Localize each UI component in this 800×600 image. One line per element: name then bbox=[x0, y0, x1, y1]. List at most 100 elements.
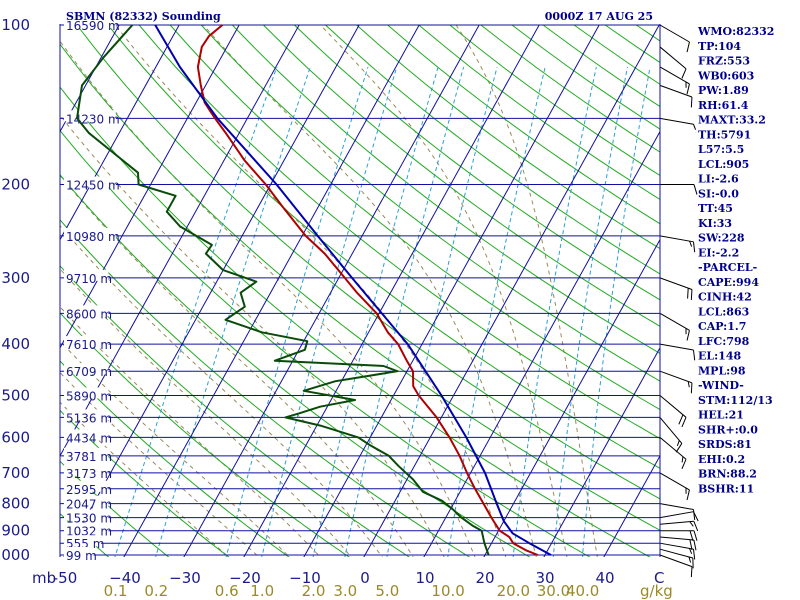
index-item: WMO:82332 bbox=[697, 25, 774, 38]
temperature-tick-30: 30 bbox=[535, 569, 554, 587]
wind-barb-350 bbox=[659, 312, 690, 341]
mixing-ratio-label-0.2: 0.2 bbox=[144, 582, 168, 600]
height-label: 2047 m bbox=[66, 498, 112, 512]
dry-adiabat bbox=[60, 43, 660, 531]
index-item: L57:5.5 bbox=[698, 143, 744, 156]
height-label: 4434 m bbox=[66, 431, 112, 445]
height-label: 2595 m bbox=[66, 483, 112, 497]
index-item: LCL:905 bbox=[698, 158, 749, 171]
temperature-tick--50: -50 bbox=[53, 569, 78, 587]
height-label-bg bbox=[64, 464, 109, 476]
dry-adiabat bbox=[231, 24, 660, 355]
pressure-label-200: 200 bbox=[1, 176, 30, 194]
chart-title: SBMN (82332) Sounding bbox=[66, 10, 221, 23]
wind-barb-900 bbox=[660, 530, 698, 541]
wind-barb-975 bbox=[659, 548, 694, 569]
height-label: 12450 m bbox=[66, 179, 120, 193]
mixing-ratio-20 bbox=[512, 66, 597, 557]
wind-barb-950 bbox=[659, 542, 696, 560]
pressure-unit: mb bbox=[32, 569, 56, 587]
mixing-ratio-label-40: 40.0 bbox=[566, 582, 599, 600]
wind-barb-130 bbox=[659, 84, 693, 108]
wind-barb-1000 bbox=[659, 554, 693, 578]
wind-barb-800 bbox=[659, 503, 696, 520]
wind-barb-400 bbox=[659, 343, 696, 361]
pressure-label-600: 600 bbox=[1, 428, 30, 446]
isotherm--50 bbox=[63, 24, 360, 557]
moist-adiabat bbox=[60, 224, 383, 557]
dry-adiabat bbox=[60, 460, 170, 557]
height-label-bg bbox=[64, 227, 116, 239]
parcel-trace bbox=[154, 24, 552, 556]
height-label-bg bbox=[64, 176, 116, 188]
mixing-ratio-label-0.6: 0.6 bbox=[215, 582, 239, 600]
index-item: SW:228 bbox=[698, 232, 745, 245]
wind-barb-110 bbox=[659, 46, 687, 79]
index-item: RH:61.4 bbox=[698, 99, 749, 112]
dry-adiabat bbox=[169, 24, 660, 411]
height-label: 7610 m bbox=[66, 338, 112, 352]
pressure-label-1000: 1000 bbox=[0, 546, 30, 564]
dry-adiabat bbox=[60, 265, 411, 557]
dry-adiabat bbox=[60, 129, 591, 557]
height-label-bg bbox=[64, 269, 109, 281]
height-label: 6709 m bbox=[66, 365, 112, 379]
height-label-bg bbox=[64, 509, 109, 521]
moist-adiabat bbox=[60, 340, 291, 557]
index-item: -WIND- bbox=[698, 379, 744, 392]
pressure-label-400: 400 bbox=[1, 335, 30, 353]
index-item: MPL:98 bbox=[698, 364, 746, 377]
chart-time: 0000Z 17 AUG 25 bbox=[545, 10, 653, 23]
index-item: CAPE:994 bbox=[698, 276, 759, 289]
pressure-label-800: 800 bbox=[1, 495, 30, 513]
height-label-bg bbox=[64, 547, 94, 558]
wind-barb-500 bbox=[659, 395, 687, 428]
mixing-ratio-label-10: 10.0 bbox=[431, 582, 464, 600]
height-label: 5136 m bbox=[66, 411, 112, 425]
pressure-label-700: 700 bbox=[1, 464, 30, 482]
mixing-ratio-30 bbox=[552, 66, 628, 557]
index-item: BRN:88.2 bbox=[698, 468, 757, 481]
mixing-ratio-label-20: 20.0 bbox=[497, 582, 530, 600]
mixing-ratio-labels: 0.1 0.2 0.6 1.0 2.0 3.0 5.0 10.0 20.0 30.040.0 bbox=[104, 582, 600, 600]
height-label: 10980 m bbox=[66, 230, 120, 244]
mixing-ratio-label-1: 1.0 bbox=[250, 582, 274, 600]
index-item: WB0:603 bbox=[697, 69, 754, 82]
mixing-ratio-label-2: 2.0 bbox=[302, 582, 326, 600]
dry-adiabat bbox=[60, 219, 471, 557]
dry-adiabat bbox=[60, 174, 531, 557]
dry-adiabat bbox=[263, 24, 660, 327]
height-label-bg bbox=[64, 522, 109, 534]
mixing-ratio-3 bbox=[344, 66, 465, 557]
dry-adiabat bbox=[60, 409, 230, 557]
height-label-bg bbox=[64, 447, 109, 459]
temperature-tick--10: −10 bbox=[289, 569, 321, 587]
height-label-bg bbox=[64, 429, 109, 441]
index-item: BSHR:11 bbox=[698, 482, 754, 495]
index-item: SI:-0.0 bbox=[698, 187, 739, 200]
wind-barb-120 bbox=[659, 66, 690, 95]
wind-barb-700 bbox=[659, 472, 690, 501]
index-item: PW:1.89 bbox=[698, 84, 749, 97]
height-labels: 16590 m 14230 m 12450 m 10980 m 9710 m 8600 m… bbox=[64, 17, 120, 563]
index-item: KI:33 bbox=[698, 217, 732, 230]
isotherm--40 bbox=[123, 24, 420, 557]
wind-barb-925 bbox=[659, 536, 697, 551]
wind-barb-100 bbox=[659, 24, 690, 53]
mixing-ratio-10 bbox=[447, 66, 546, 557]
pressure-label-900: 900 bbox=[1, 522, 30, 540]
wind-barb-600 bbox=[659, 437, 687, 470]
moist-adiabat bbox=[114, 24, 507, 557]
sounding-traces bbox=[76, 24, 552, 556]
height-label-bg bbox=[64, 17, 116, 28]
mixing-ratio-0.6 bbox=[225, 66, 369, 557]
height-label: 16590 m bbox=[66, 19, 120, 33]
index-item: HEL:21 bbox=[698, 409, 744, 422]
isotherm--30 bbox=[183, 24, 480, 557]
index-item: TP:104 bbox=[698, 40, 741, 53]
pressure-label-500: 500 bbox=[1, 386, 30, 404]
pressure-label-100: 100 bbox=[1, 16, 30, 34]
dry-adiabat bbox=[294, 24, 660, 301]
